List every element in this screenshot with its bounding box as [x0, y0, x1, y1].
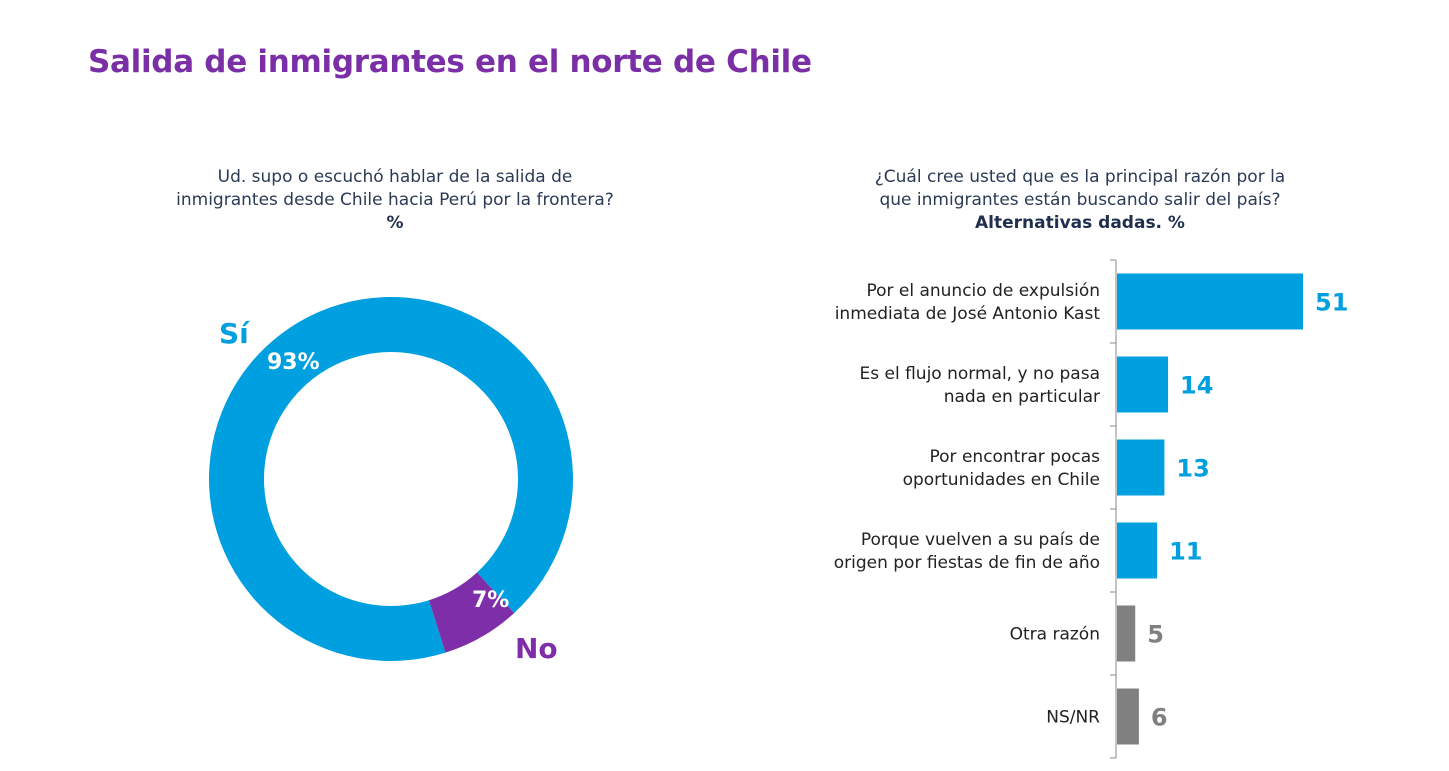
bar-value-label: 13 [1176, 455, 1209, 483]
category-label-line: nada en particular [944, 387, 1100, 407]
category-label-line: origen por fiestas de fin de año [834, 553, 1100, 573]
bar-value-label: 14 [1180, 372, 1213, 400]
category-label-line: Por el anuncio de expulsión [866, 281, 1100, 301]
category-label-line: Otra razón [1010, 625, 1100, 645]
bar-1 [1117, 356, 1169, 413]
donut-chart-question: Ud. supo o escuchó hablar de la salida d… [140, 166, 650, 235]
bar-0 [1117, 273, 1303, 330]
category-label-line: inmediata de José Antonio Kast [835, 304, 1101, 324]
page-title: Salida de inmigrantes en el norte de Chi… [88, 44, 812, 80]
donut-chart: Sí 93% 7%No [208, 297, 573, 665]
bar-value-label: 5 [1147, 621, 1164, 649]
bar-value-label: 6 [1151, 704, 1168, 732]
category-label-line: Es el flujo normal, y no pasa [860, 364, 1101, 384]
bar-chart-question: ¿Cuál cree usted que es la principal raz… [835, 166, 1325, 235]
donut-value-no: 7% [472, 588, 509, 613]
donut-label-no: No [515, 632, 558, 665]
category-label-line: oportunidades en Chile [903, 470, 1100, 490]
donut-value-si: 93% [267, 350, 320, 375]
donut-label-si: Sí [219, 317, 250, 350]
category-label-line: Por encontrar pocas [930, 447, 1101, 467]
category-label: Por el anuncio de expulsión inmediata de … [835, 281, 1101, 324]
bar-value-label: 51 [1315, 289, 1348, 317]
donut-question-unit: % [386, 213, 404, 233]
bar-question-unit: Alternativas dadas. % [975, 213, 1185, 233]
donut-question-line-1: Ud. supo o escuchó hablar de la salida d… [217, 167, 573, 187]
category-label: NS/NR [1046, 708, 1100, 728]
category-label: Es el flujo normal, y no pasa nada en par… [860, 364, 1101, 407]
donut-slice-no [428, 572, 515, 653]
donut-question-line-2: inmigrantes desde Chile hacia Perú por l… [176, 190, 614, 210]
bar-question-line-1: ¿Cuál cree usted que es la principal raz… [874, 167, 1286, 187]
category-label-line: Porque vuelven a su país de [861, 530, 1100, 550]
bar-question-line-2: que inmigrantes están buscando salir del… [879, 190, 1281, 210]
donut-slice-si [208, 297, 573, 662]
category-label: Por encontrar pocas oportunidades en Chil… [903, 447, 1101, 490]
bar-2 [1117, 439, 1165, 496]
category-label: Porque vuelven a su país de origen por fi… [834, 530, 1100, 573]
category-label-line: NS/NR [1046, 708, 1100, 728]
bar-value-label: 11 [1169, 538, 1202, 566]
bar-5 [1117, 688, 1139, 745]
bar-3 [1117, 522, 1158, 579]
bar-4 [1117, 605, 1136, 662]
category-label: Otra razón [1010, 625, 1100, 645]
